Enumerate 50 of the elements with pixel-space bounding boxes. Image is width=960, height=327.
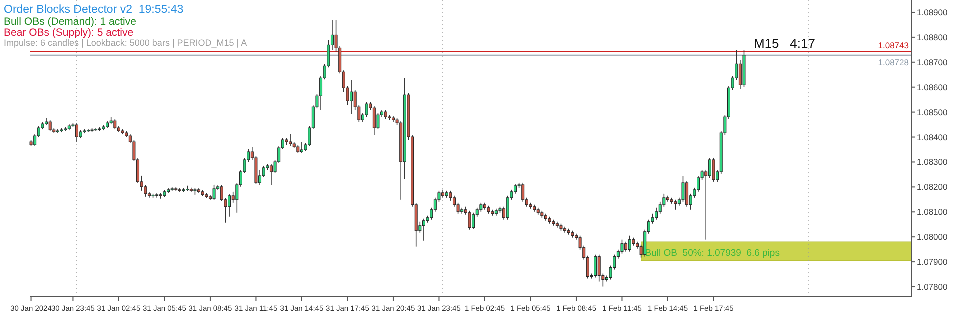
annotation: Impulse: 6 candles | Lookback: 5000 bars | PERIOD_M15 | A (4, 38, 248, 48)
candlestick (682, 176, 685, 202)
y-tick-label: 1.08300 (917, 157, 948, 168)
candlestick (228, 194, 232, 218)
candlestick (114, 119, 117, 130)
y-tick-label: 1.08600 (917, 82, 948, 92)
candlestick (674, 200, 678, 210)
y-tick-label: 1.07800 (917, 282, 948, 292)
chart-title: Order Blocks Detector v2 19:55:43 (4, 4, 184, 16)
y-tick-label: 1.08900 (917, 7, 948, 18)
candlestick (514, 184, 517, 194)
ref-line-label: 1.08743 (878, 40, 910, 51)
candlestick (468, 210, 472, 230)
y-tick-label: 1.08800 (917, 32, 948, 42)
candlestick (144, 185, 148, 198)
annotation: Bull OB 50%: 1.07939 6.6 pips (645, 248, 780, 259)
candlestick (594, 254, 598, 278)
y-tick-label: 1.08500 (917, 107, 948, 118)
annotation: Bull OBs (Demand): 1 active (4, 16, 137, 28)
candlestick (372, 106, 376, 136)
candlestick (655, 208, 658, 220)
candlestick (422, 218, 426, 242)
candlestick (449, 190, 452, 202)
candlestick (506, 196, 510, 220)
candlestick (76, 123, 79, 142)
annotation: Bear OBs (Supply): 5 active (4, 27, 134, 39)
y-tick-label: 1.08700 (917, 57, 948, 68)
candlestick (48, 120, 52, 132)
candlestick (708, 158, 712, 178)
candlestick (270, 164, 273, 186)
candlestick (472, 212, 476, 230)
y-tick-label: 1.08100 (917, 207, 948, 218)
candlestick (350, 80, 354, 114)
candlestick (712, 158, 716, 182)
candlestick (628, 235, 632, 252)
candlestick (624, 241, 628, 252)
y-tick-label: 1.08400 (917, 132, 948, 142)
candlestick (697, 176, 700, 192)
candlestick (686, 180, 689, 208)
y-tick-label: 1.08200 (917, 182, 948, 192)
candlestick (522, 182, 525, 202)
candlestick (658, 202, 662, 214)
ref-line-label: 1.08728 (878, 57, 910, 68)
candlestick (300, 142, 304, 154)
candlestick (289, 134, 292, 146)
annotation: M15 4:17 (754, 36, 816, 51)
y-tick-label: 1.07900 (917, 257, 948, 268)
candlestick (212, 184, 216, 201)
y-tick-label: 1.08000 (917, 232, 948, 242)
candlestick (598, 254, 601, 282)
